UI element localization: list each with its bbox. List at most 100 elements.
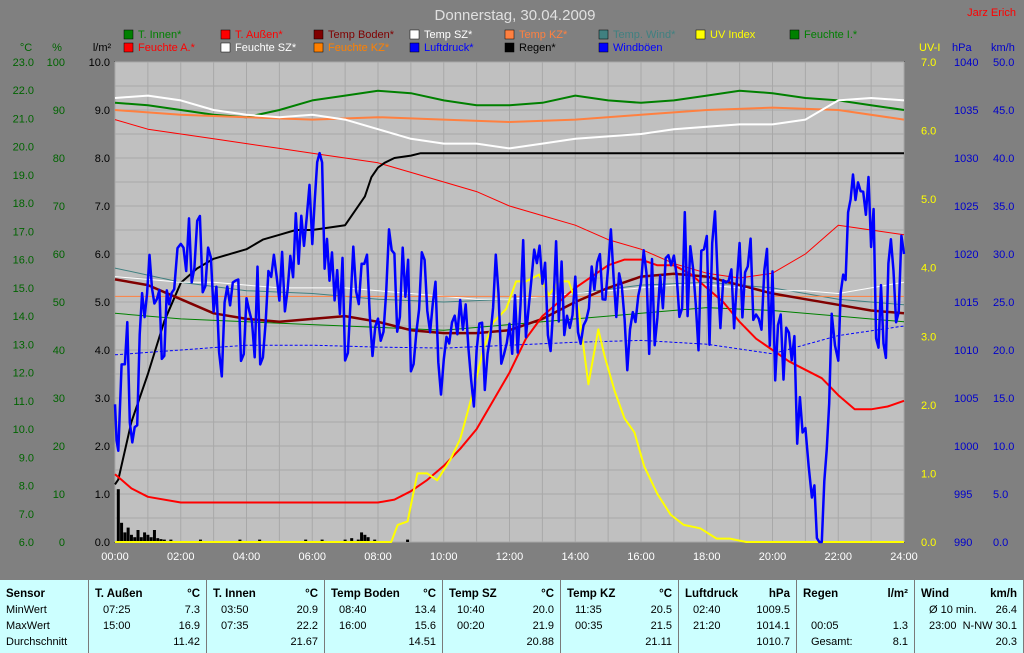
stats-cell: 22.2	[296, 620, 318, 632]
stats-cell: 20.3	[995, 636, 1017, 648]
rain-interval-bar	[146, 534, 150, 542]
axis-tick-label: 50.0	[993, 57, 1014, 69]
legend-swatch	[504, 29, 515, 40]
axis-tick-label: 10.0	[89, 57, 110, 69]
axis-tick-label: 10.0	[13, 424, 34, 436]
x-tick-label: 18:00	[693, 551, 721, 563]
axis-tick-label: 0.0	[921, 537, 936, 549]
legend-swatch	[220, 29, 231, 40]
axis-tick-label: 4.0	[95, 345, 110, 357]
axis-tick-label: 1020	[954, 249, 978, 261]
rain-interval-bar	[129, 534, 133, 542]
legend-swatch	[598, 29, 609, 40]
axis-tick-label: 20.0	[993, 345, 1014, 357]
x-tick-label: 04:00	[233, 551, 261, 563]
stats-cell: 21.11	[645, 636, 672, 648]
axis-ticks: 6.0 7.0 8.0 9.0 10.0 11.0 12.0 13.0 14.0 15.0 16.0…	[13, 57, 1015, 563]
stats-cell: 07:25	[103, 604, 131, 616]
rain-interval-bar	[123, 532, 127, 542]
stats-cell: 14.51	[408, 636, 436, 648]
rain-interval-bars	[116, 489, 410, 542]
axis-tick-label: 16.0	[13, 255, 34, 267]
stats-cell: 8.1	[892, 636, 908, 648]
axis-tick-label: 23.0	[13, 57, 34, 69]
rain-interval-bar	[143, 532, 147, 542]
stats-cell: 1009.5	[756, 604, 790, 616]
axis-tick-label: 1040	[954, 57, 978, 69]
stats-avg-label: Durchschnitt	[6, 636, 68, 648]
stats-label-column: Sensor MinWert MaxWert Durchschnitt	[0, 580, 89, 653]
stats-cell: °C	[423, 588, 436, 600]
axis-tick-label: 0.0	[95, 537, 110, 549]
stats-cell: °C	[187, 588, 200, 600]
stats-cell: 16.9	[178, 620, 200, 632]
axis-tick-label: 17.0	[13, 226, 34, 238]
x-tick-label: 08:00	[364, 551, 392, 563]
legend-label: Temp. Wind*	[613, 29, 676, 41]
rain-interval-bar	[363, 534, 367, 542]
stats-cell: 15.6	[414, 620, 436, 632]
stats-column: Wind km/h Ø 10 min. 26.4 23:00 N-NW 30.1 20.3	[915, 580, 1024, 653]
rain-interval-bar	[320, 539, 324, 542]
legend-swatch	[504, 42, 515, 53]
stats-cell: 1014.1	[756, 620, 790, 632]
stats-cell: Ø 10 min.	[929, 604, 977, 616]
axis-tick-label: 1035	[954, 105, 978, 117]
stats-cell: 16:00	[339, 620, 367, 632]
stats-cell: °C	[305, 588, 318, 600]
stats-cell: 23:00	[929, 620, 957, 632]
rain-interval-bar	[238, 539, 242, 542]
stats-column: Temp Boden °C 08:40 13.4 16:00 15.6 14.51	[325, 580, 443, 653]
legend-label: Regen*	[519, 42, 556, 54]
axis-tick-label: 2.0	[921, 400, 936, 412]
x-tick-label: 16:00	[627, 551, 655, 563]
stats-cell: hPa	[768, 588, 790, 600]
legend-label: Windböen	[613, 42, 663, 54]
rain-interval-bar	[156, 538, 160, 542]
stats-cell: 03:50	[221, 604, 249, 616]
axis-unit-label: %	[52, 42, 62, 54]
rain-interval-bar	[366, 537, 370, 542]
axis-tick-label: 1000	[954, 441, 978, 453]
rain-interval-bar	[126, 527, 130, 542]
stats-cell: 15:00	[103, 620, 131, 632]
x-tick-label: 00:00	[101, 551, 129, 563]
axis-tick-label: 25.0	[993, 297, 1014, 309]
axis-tick-label: 20	[53, 441, 65, 453]
axis-tick-label: 8.0	[19, 481, 34, 493]
stats-cell: 20.9	[296, 604, 318, 616]
axis-tick-label: 0.0	[993, 537, 1008, 549]
axis-tick-label: 19.0	[13, 170, 34, 182]
axis-tick-label: 995	[954, 489, 972, 501]
axis-tick-label: 8.0	[95, 153, 110, 165]
stats-column: Luftdruck hPa 02:40 1009.5 21:20 1014.1 1010.7	[679, 580, 797, 653]
legend-label: UV Index	[710, 29, 756, 41]
axis-tick-label: 6.0	[921, 126, 936, 138]
x-tick-label: 06:00	[298, 551, 326, 563]
axis-tick-label: 7.0	[19, 509, 34, 521]
legend-label: Temp KZ*	[519, 29, 568, 41]
axis-unit-label: l/m²	[93, 42, 112, 54]
axis-tick-label: 2.0	[95, 441, 110, 453]
axis-tick-label: 7.0	[95, 201, 110, 213]
rain-interval-bar	[198, 539, 202, 542]
stats-cell: 1010.7	[756, 636, 790, 648]
rain-interval-bar	[304, 539, 308, 542]
legend-swatch	[313, 29, 324, 40]
stats-cell: N-NW 30.1	[962, 620, 1017, 632]
rain-interval-bar	[162, 539, 166, 542]
rain-interval-bar	[169, 539, 173, 542]
rain-interval-bar	[356, 539, 360, 542]
author-label: Jarz Erich	[967, 7, 1016, 19]
axis-tick-label: 9.0	[95, 105, 110, 117]
axis-tick-label: 0	[59, 537, 65, 549]
x-tick-label: 24:00	[890, 551, 918, 563]
stats-cell: T. Außen	[95, 588, 143, 600]
stats-cell: 20.5	[650, 604, 672, 616]
stats-cell: 02:40	[693, 604, 721, 616]
axis-tick-label: 40	[53, 345, 65, 357]
stats-cell: Luftdruck	[685, 588, 739, 600]
rain-interval-bar	[120, 522, 124, 542]
stats-column: T. Außen °C 07:25 7.3 15:00 16.9 11.42	[89, 580, 207, 653]
x-tick-label: 14:00	[561, 551, 589, 563]
